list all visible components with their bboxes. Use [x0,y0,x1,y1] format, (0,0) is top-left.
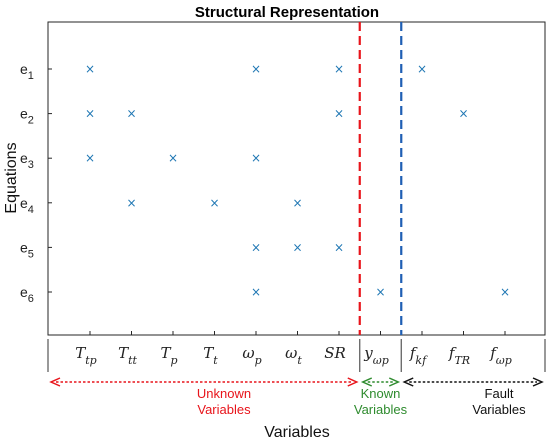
y-tick-label: e4 [20,195,34,216]
data-point: × [168,151,178,165]
data-point: × [334,240,344,254]
data-point: × [209,196,219,210]
x-tick-label: SR [324,344,346,362]
y-tick-label: e3 [20,150,34,171]
data-point: × [417,62,427,76]
data-markers: × × × × × × × × × × × × × × × × × × × × [85,62,510,299]
group-arrow-head-left [49,377,61,387]
x-tick-labels: Ttp Ttt Tp Tt ωp ωt SR yωp fkf fTR fωp [75,331,512,367]
data-point: × [85,62,95,76]
y-tick-label: e6 [20,284,34,305]
data-point: × [334,62,344,76]
data-point: × [292,240,302,254]
y-tick-labels: e1 e2 e3 e4 e5 e6 [20,61,52,305]
group-arrow-head-right [347,377,359,387]
group-arrow-head-right [388,377,401,387]
x-tick-label: fωp [489,344,512,367]
data-point: × [292,196,302,210]
x-tick-label: Ttp [75,344,96,367]
y-axis-label: Equations [3,142,20,213]
x-tick-label: ωp [242,344,261,367]
group-arrow-head-right [532,377,544,387]
data-point: × [85,107,95,121]
y-tick-label: e5 [20,239,34,260]
data-point: × [251,151,261,165]
group-dividers [358,22,403,335]
x-tick-label: Tp [160,344,177,367]
x-tick-label: fkf [409,344,428,367]
group-label-line2: Variables [472,402,526,417]
variable-groups: UnknownVariablesKnownVariablesFaultVaria… [47,339,546,417]
data-point: × [334,107,344,121]
x-tick-label: Tt [203,344,218,367]
data-point: × [85,151,95,165]
x-tick-label: Ttt [118,344,137,367]
data-point: × [251,285,261,299]
x-axis-label: Variables [264,424,330,441]
group-label-line1: Unknown [197,386,251,401]
data-point: × [251,62,261,76]
group-label-line1: Known [361,386,401,401]
data-point: × [126,107,136,121]
data-point: × [126,196,136,210]
data-point: × [458,107,468,121]
data-point: × [500,285,510,299]
group-label-line2: Variables [354,402,408,417]
chart-title: Structural Representation [195,4,379,21]
group-label-line1: Fault [485,386,514,401]
x-tick-label: fTR [448,344,470,367]
y-tick-label: e1 [20,61,34,82]
group-arrow-head-left [402,377,414,387]
x-tick-label: ωt [285,344,302,367]
group-label-line2: Variables [197,402,251,417]
x-tick-label: yωp [363,344,389,367]
group-arrow-head-left [360,377,373,387]
data-point: × [375,285,385,299]
data-point: × [251,240,261,254]
y-tick-label: e2 [20,106,34,127]
plot-frame [47,21,546,336]
